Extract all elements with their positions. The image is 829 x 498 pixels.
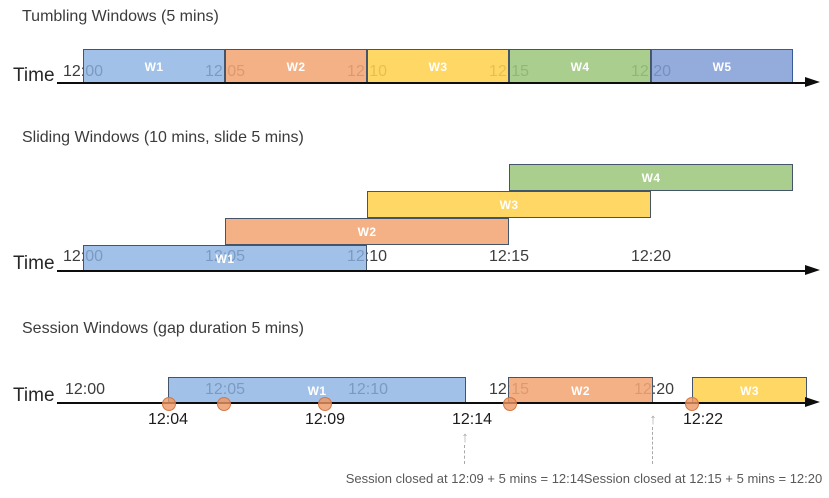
session-callout-arrow-stem-1: [464, 445, 465, 464]
session-time-axis-label: Time: [13, 385, 55, 406]
session-time-axis: [57, 402, 806, 405]
sliding-tick-12:15: 12:15: [488, 248, 530, 265]
session-window-W2-label: W2: [571, 383, 590, 398]
tumbling-window-W4-label: W4: [570, 59, 590, 74]
tumbling-section-title: Tumbling Windows (5 mins): [22, 8, 219, 25]
sliding-window-W3: W3: [367, 191, 651, 218]
session-tick-12:00: 12:00: [64, 381, 106, 398]
sliding-window-W2-label: W2: [357, 224, 377, 239]
session-callout-arrow-stem-2: [652, 427, 653, 464]
tumbling-window-W1: W1: [83, 49, 225, 84]
tumbling-window-W3: W3: [367, 49, 509, 84]
sliding-window-W1-label: W1: [215, 251, 235, 266]
session-event-time-12:04: 12:04: [147, 411, 189, 428]
session-callout-text-1: Session closed at 12:09 + 5 mins = 12:14: [345, 471, 585, 486]
tumbling-window-W2-label: W2: [286, 59, 306, 74]
session-event-dot-4: [503, 397, 517, 411]
session-event-time-12:22: 12:22: [682, 411, 724, 428]
sliding-window-W3-label: W3: [499, 197, 519, 212]
tumbling-window-W4: W4: [509, 49, 651, 84]
sliding-window-W4-label: W4: [641, 170, 661, 185]
session-section-title: Session Windows (gap duration 5 mins): [22, 320, 304, 337]
session-event-dot-2: [217, 397, 231, 411]
session-event-time-12:14: 12:14: [451, 411, 493, 428]
session-event-dot-3: [318, 397, 332, 411]
tumbling-time-axis-label: Time: [13, 65, 55, 86]
session-event-dot-5: [685, 397, 699, 411]
sliding-section-title: Sliding Windows (10 mins, slide 5 mins): [22, 129, 304, 146]
sliding-time-axis: [57, 270, 806, 273]
tumbling-time-axis: [57, 82, 806, 85]
tumbling-axis-arrowhead-icon: [805, 77, 820, 88]
tumbling-window-W2: W2: [225, 49, 367, 84]
session-window-W1: W1: [168, 377, 466, 404]
session-window-W3-label: W3: [740, 383, 759, 398]
sliding-tick-12:20: 12:20: [630, 248, 672, 265]
tumbling-window-W1-label: W1: [144, 59, 164, 74]
session-event-dot-1: [162, 397, 176, 411]
tumbling-window-W3-label: W3: [428, 59, 448, 74]
session-axis-arrowhead-icon: [805, 397, 820, 408]
sliding-window-W4: W4: [509, 164, 793, 191]
tumbling-window-W5: W5: [651, 49, 793, 84]
sliding-window-W1: W1: [83, 245, 367, 272]
session-callout-up-arrow-icon-1: ↑: [461, 429, 469, 446]
session-window-W2: W2: [508, 377, 653, 404]
session-callout-up-arrow-icon-2: ↑: [649, 411, 657, 428]
session-window-W1-label: W1: [307, 383, 327, 398]
session-window-W3: W3: [692, 377, 807, 404]
sliding-window-W2: W2: [225, 218, 509, 245]
sliding-axis-arrowhead-icon: [805, 265, 820, 276]
session-event-time-12:09: 12:09: [304, 411, 346, 428]
sliding-time-axis-label: Time: [13, 253, 55, 274]
session-callout-text-2: Session closed at 12:15 + 5 mins = 12:20: [583, 471, 823, 486]
tumbling-window-W5-label: W5: [712, 59, 732, 74]
